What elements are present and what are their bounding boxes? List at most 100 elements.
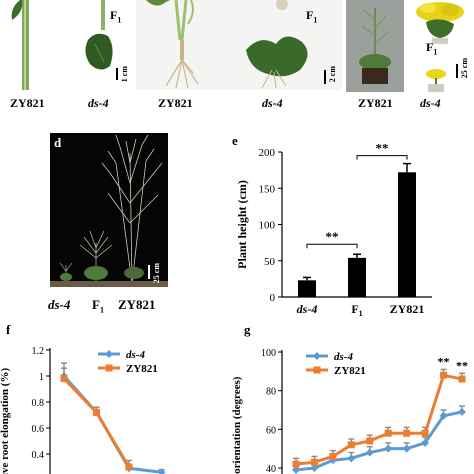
data-point xyxy=(384,444,393,453)
x-tick-label-subscript: 1 xyxy=(359,309,363,318)
significance-label: ** xyxy=(376,141,389,156)
data-point xyxy=(329,452,337,460)
bar xyxy=(298,280,316,297)
series-line xyxy=(62,375,162,474)
legend-marker xyxy=(105,350,113,358)
significance-bracket xyxy=(356,155,408,160)
y-tick-label: 40 xyxy=(266,464,276,474)
y-axis-label: Plant height (cm) xyxy=(235,180,249,269)
scale-bar xyxy=(148,265,150,279)
y-tick-label: 100 xyxy=(261,348,276,359)
significance-label: ** xyxy=(326,229,339,244)
panel-letter-f: f xyxy=(6,322,11,337)
data-point xyxy=(328,456,337,465)
data-point xyxy=(347,441,355,449)
plant-heights-illustration xyxy=(50,134,168,287)
scale-label: 25 cm xyxy=(460,58,469,79)
photo-plant-heights: d 25 cm xyxy=(50,133,168,287)
scale-label: 1 cm xyxy=(120,66,129,83)
data-point xyxy=(458,375,466,383)
y-tick-label: 100 xyxy=(259,220,276,232)
legend-marker xyxy=(313,366,321,374)
data-point xyxy=(402,444,411,453)
data-point xyxy=(93,408,100,416)
y-tick-label: 80 xyxy=(266,387,276,398)
significance-label: ** xyxy=(438,354,450,368)
x-tick-label: F1 xyxy=(351,302,362,318)
y-axis-label: ive root elongation (%) xyxy=(0,368,11,474)
y-tick-label: 0.8 xyxy=(32,398,45,409)
label-zy821: ZY821 xyxy=(118,297,156,312)
reorientation-chart: 40 60 80 100 reorientation (degrees) ds-4 ZY82… xyxy=(232,348,468,474)
data-point xyxy=(60,375,68,383)
data-point xyxy=(440,371,448,379)
panel-letter-e: e xyxy=(232,133,238,148)
f1-label: F1 xyxy=(306,8,318,25)
data-point xyxy=(384,429,392,437)
legend-marker xyxy=(105,364,113,372)
bar xyxy=(348,257,366,297)
legend-label: ZY821 xyxy=(126,363,158,375)
y-tick-label: 0.4 xyxy=(32,450,45,461)
legend-label: ds-4 xyxy=(334,351,353,363)
data-point xyxy=(403,429,411,437)
panel-letter-g: g xyxy=(244,322,251,337)
data-point xyxy=(310,464,319,472)
photo-seedlings-leaves: F1 1 cm xyxy=(0,0,132,90)
y-tick-label: 60 xyxy=(266,425,276,436)
label-ds4: ds-4 xyxy=(48,297,71,312)
y-tick-label: 0.6 xyxy=(32,424,45,435)
photo-mature-right: F1 25 cm xyxy=(406,0,474,92)
data-point xyxy=(292,460,300,468)
label-zy821: ZY821 xyxy=(10,96,45,110)
y-tick-label: 50 xyxy=(264,256,276,268)
panel-letter-d: d xyxy=(54,135,62,150)
mature-plant-illustration xyxy=(346,0,404,92)
label-zy821: ZY821 xyxy=(358,96,393,110)
data-point xyxy=(421,438,430,447)
photo-mature-left xyxy=(346,0,404,92)
data-point xyxy=(458,407,466,416)
y-tick-label: 1.2 xyxy=(32,346,45,357)
significance-bracket xyxy=(306,243,358,249)
legend-label: ds-4 xyxy=(126,349,145,361)
bar xyxy=(398,172,416,297)
data-point xyxy=(439,411,448,420)
plant-height-chart: 0 50 100 150 200 Plant height (cm) ds-4 F1 ZY821… xyxy=(235,141,432,318)
flowering-plant-illustration xyxy=(416,2,464,92)
data-point xyxy=(421,429,429,437)
label-ds4: ds-4 xyxy=(262,96,283,110)
x-tick-label: ds-4 xyxy=(297,302,318,316)
scale-label: 2 cm xyxy=(328,66,337,83)
label-ds4: ds-4 xyxy=(88,96,109,110)
root-elongation-chart: 0.4 0.6 0.8 1 1.2 ive root elongation (%) ds-4… xyxy=(0,346,166,474)
scale-label: 25 cm xyxy=(152,263,161,284)
data-point xyxy=(292,465,300,474)
data-point xyxy=(365,448,374,457)
data-point xyxy=(310,458,318,466)
label-zy821: ZY821 xyxy=(158,96,193,110)
x-tick-label: ZY821 xyxy=(390,302,425,316)
y-tick-label: 150 xyxy=(259,183,276,195)
scale-bar xyxy=(456,64,458,78)
data-point xyxy=(347,454,356,463)
data-point xyxy=(366,437,374,445)
legend-marker xyxy=(313,352,321,360)
label-f1: F1 xyxy=(92,297,104,315)
label-ds4: ds-4 xyxy=(420,96,441,110)
y-tick-label: 0 xyxy=(270,292,276,304)
f1-label: F1 xyxy=(426,40,438,57)
data-point xyxy=(157,468,166,474)
y-tick-label: 200 xyxy=(259,147,276,159)
roots-illustration xyxy=(146,0,308,89)
significance-label: ** xyxy=(456,358,468,372)
y-tick-label: 1 xyxy=(39,372,44,383)
scale-bar xyxy=(324,70,326,84)
data-point xyxy=(125,463,133,471)
photo-roots: F1 2 cm xyxy=(136,0,342,90)
series-line xyxy=(295,410,463,472)
series-line xyxy=(295,373,463,466)
legend-label: ZY821 xyxy=(334,365,366,377)
seedling-illustration xyxy=(11,0,113,90)
f1-label: F1 xyxy=(110,8,122,25)
